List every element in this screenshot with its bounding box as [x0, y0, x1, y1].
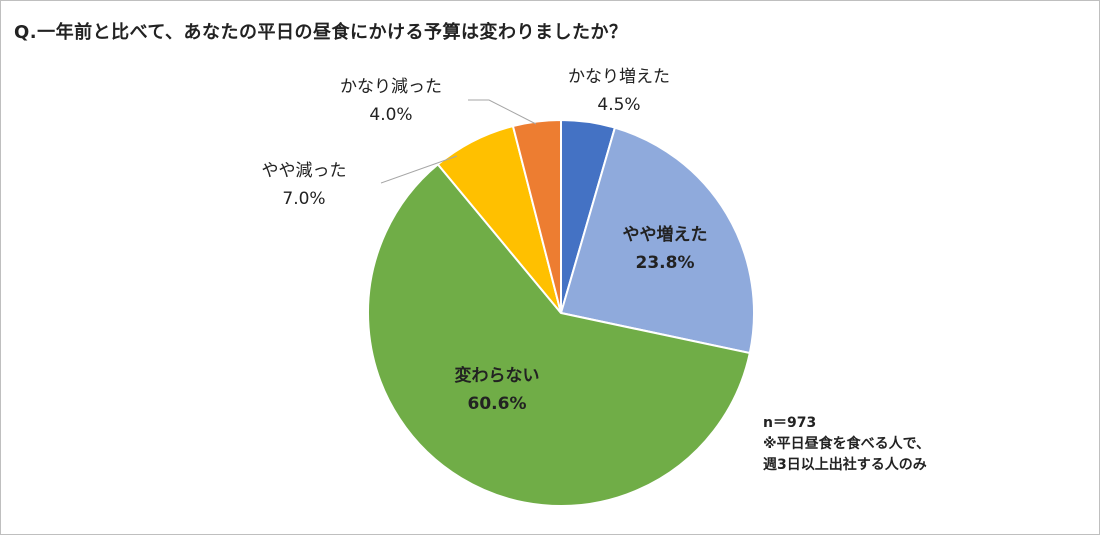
sample-note: n＝973 ※平日昼食を食べる人で、 週3日以上出社する人のみ: [763, 413, 930, 476]
slice-category-label-yaya-fueta: やや増えた: [623, 224, 708, 245]
slice-category-label-kanari-hetta: かなり減った: [340, 77, 442, 97]
slice-value-label-yaya-fueta: 23.8%: [636, 253, 695, 273]
slice-category-label-kawaranai: 変わらない: [455, 365, 540, 386]
slice-category-label-yaya-hetta: やや減った: [262, 161, 347, 181]
slice-category-label-kanari-fueta: かなり増えた: [568, 67, 670, 87]
pie-slice-yaya-fueta: [559, 126, 755, 355]
note-condition-1: ※平日昼食を食べる人で、: [763, 436, 931, 452]
sample-size: n＝973: [763, 415, 817, 431]
slice-value-label-kanari-fueta: 4.5%: [597, 95, 640, 115]
chart-title: Q.一年前と比べて、あなたの平日の昼食にかける予算は変わりましたか？: [14, 22, 628, 43]
pie-slices: [367, 118, 755, 507]
slice-value-label-yaya-hetta: 7.0%: [282, 189, 325, 209]
slice-labels: かなり増えた 4.5% やや増えた 23.8% 変わらない 60.6% やや減った 7.0% か…: [262, 67, 708, 414]
leader-line-yaya-hetta: [380, 155, 458, 184]
slice-value-label-kawaranai: 60.6%: [468, 394, 527, 414]
leader-line-kanari-hetta: [468, 99, 537, 125]
pie-slice-kanari-hetta: [511, 118, 562, 314]
slice-value-label-kanari-hetta: 4.0%: [369, 105, 412, 125]
pie-slice-kawaranai: [367, 162, 751, 507]
note-condition-2: 週3日以上出社する人のみ: [763, 457, 927, 473]
leader-lines: [380, 99, 537, 184]
